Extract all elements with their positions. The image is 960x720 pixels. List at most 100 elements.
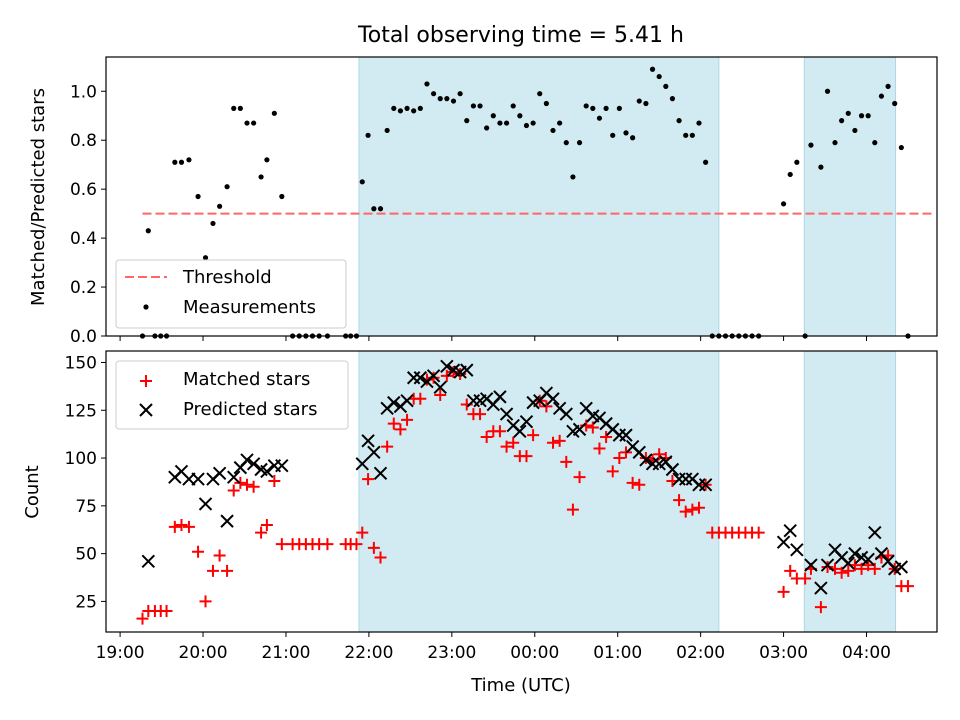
predicted-star-point bbox=[820, 558, 835, 572]
top-panel: 0.0 0.2 0.4 0.6 0.8 1.0 Matched/Predicted sta… bbox=[28, 56, 938, 347]
predicted-star-point bbox=[426, 369, 441, 383]
predicted-star-point bbox=[413, 371, 428, 385]
predicted-star-point bbox=[698, 478, 713, 492]
y-tick-label: 75 bbox=[75, 497, 97, 517]
predicted-star-point bbox=[433, 380, 447, 395]
bottom-legend-box bbox=[115, 360, 349, 430]
measurement-point bbox=[365, 132, 371, 138]
matched-star-point bbox=[474, 408, 487, 421]
predicted-star-point bbox=[400, 393, 414, 408]
measurement-point bbox=[603, 105, 609, 111]
matched-star-point bbox=[784, 564, 797, 577]
matched-star-point bbox=[520, 450, 533, 463]
measurement-point bbox=[417, 105, 423, 111]
y-tick-label: 0.6 bbox=[70, 180, 97, 200]
predicted-star-point bbox=[546, 392, 560, 406]
predicted-legend-swatch bbox=[139, 403, 153, 417]
matched-star-point bbox=[799, 572, 812, 585]
measurement-point bbox=[780, 201, 787, 207]
measurement-point bbox=[464, 118, 470, 124]
y-tick-label: 150 bbox=[65, 353, 97, 373]
measurement-point bbox=[656, 73, 662, 80]
matched-star-point bbox=[814, 601, 827, 614]
measurement-point bbox=[623, 130, 629, 136]
measurement-point bbox=[636, 98, 642, 104]
predicted-star-point bbox=[665, 462, 680, 477]
top-x-ticks bbox=[119, 336, 868, 341]
matched-star-point bbox=[692, 501, 705, 514]
matched-star-point bbox=[160, 604, 173, 617]
predicted-star-point bbox=[355, 457, 369, 471]
y-tick-label: 0.2 bbox=[70, 278, 97, 298]
predicted-star-point bbox=[212, 466, 227, 481]
matched-star-point bbox=[553, 434, 566, 447]
predicted-star-point bbox=[814, 581, 828, 595]
matched-star-point bbox=[835, 566, 848, 579]
shaded-region bbox=[358, 56, 720, 337]
matched-star-point bbox=[686, 503, 699, 516]
x-tick-label: 02:00 bbox=[676, 643, 725, 663]
bottom-panel: 25 50 75 100 125 150 19:00 20:00 21:00 22:00 23:0… bbox=[22, 350, 938, 696]
measurement-point bbox=[563, 140, 569, 146]
measurement-point bbox=[845, 110, 851, 116]
top-legend: Threshold Measurements bbox=[115, 259, 347, 329]
predicted-star-point bbox=[790, 543, 804, 557]
measurement-point bbox=[703, 159, 709, 165]
x-tick-label: 23:00 bbox=[427, 643, 476, 663]
bottom-y-axis: 25 50 75 100 125 150 bbox=[65, 353, 106, 612]
measurement-point bbox=[186, 157, 192, 163]
predicted-star-point bbox=[260, 464, 274, 479]
matched-star-point bbox=[493, 425, 506, 438]
measurement-point bbox=[663, 83, 669, 89]
matched-star-point bbox=[362, 473, 375, 486]
matched-star-point bbox=[868, 562, 881, 575]
measurement-point bbox=[430, 91, 437, 97]
matched-star-point bbox=[321, 538, 334, 551]
measurement-point bbox=[885, 83, 891, 89]
measurement-point bbox=[172, 159, 178, 165]
matched-star-point bbox=[206, 564, 219, 577]
matched-star-point bbox=[434, 388, 447, 401]
matched-stars-series bbox=[136, 366, 914, 625]
predicted-star-point bbox=[220, 514, 234, 528]
measurement-point bbox=[832, 140, 838, 146]
measurement-point bbox=[852, 127, 858, 134]
matched-star-point bbox=[240, 478, 253, 491]
predicted-star-point bbox=[572, 422, 587, 437]
matched-legend-label: Matched stars bbox=[183, 369, 310, 390]
predicted-star-point bbox=[639, 453, 653, 467]
y-tick-label: 25 bbox=[75, 592, 97, 612]
predicted-star-point bbox=[861, 552, 875, 567]
y-tick-label: 0.0 bbox=[70, 327, 97, 347]
measurement-point bbox=[610, 132, 616, 138]
matched-star-point bbox=[619, 446, 632, 459]
matched-star-point bbox=[507, 436, 520, 449]
bottom-y-axis-label: Count bbox=[22, 465, 43, 518]
measurement-point bbox=[523, 122, 530, 129]
matched-star-point bbox=[653, 448, 666, 461]
shaded-region bbox=[803, 350, 897, 633]
predicted-star-point bbox=[559, 407, 573, 421]
measurement-point bbox=[271, 110, 277, 116]
x-tick-label: 20:00 bbox=[179, 643, 228, 663]
matched-star-point bbox=[260, 518, 273, 531]
matched-star-point bbox=[199, 595, 212, 608]
measurement-point bbox=[490, 113, 496, 119]
matched-star-point bbox=[227, 484, 240, 497]
matched-star-point bbox=[268, 474, 281, 487]
matched-star-point bbox=[401, 413, 414, 426]
y-tick-label: 1.0 bbox=[70, 82, 97, 102]
predicted-star-point bbox=[804, 558, 818, 572]
measurements-series bbox=[139, 66, 911, 339]
matched-star-point bbox=[560, 455, 573, 468]
x-tick-label: 01:00 bbox=[593, 643, 642, 663]
measurement-point bbox=[630, 135, 636, 141]
x-tick-label: 22:00 bbox=[344, 643, 393, 663]
measurement-point bbox=[470, 103, 476, 109]
predicted-star-point bbox=[191, 472, 205, 486]
matched-star-point bbox=[862, 559, 875, 572]
measurement-point bbox=[683, 132, 689, 138]
matched-star-point bbox=[777, 585, 790, 598]
predicted-star-point bbox=[513, 424, 527, 438]
matched-star-point bbox=[480, 431, 493, 444]
